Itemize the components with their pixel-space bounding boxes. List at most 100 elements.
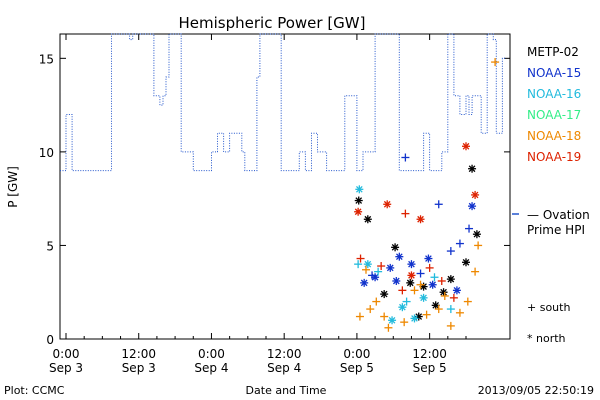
north-marker-key: * north (527, 332, 566, 345)
scatter-point-noaa-15 (428, 280, 437, 289)
scatter-point-noaa-19 (407, 271, 416, 280)
scatter-point-noaa-16 (374, 267, 383, 276)
scatter-point-noaa-19 (398, 286, 407, 295)
scatter-point-noaa-15 (401, 153, 410, 162)
y-tick-label: 15 (39, 52, 54, 66)
scatter-point-noaa-19 (425, 263, 434, 272)
scatter-point-noaa-19 (449, 293, 458, 302)
x-tick-day: Sep 3 (122, 361, 156, 375)
y-axis-label: P [GW] (6, 166, 20, 208)
south-marker-key: + south (527, 301, 570, 314)
scatter-point-noaa-18 (463, 297, 472, 306)
x-tick-day: Sep 5 (340, 361, 374, 375)
scatter-point-noaa-16 (402, 297, 411, 306)
scatter-point-noaa-16 (363, 260, 372, 269)
x-tick-day: Sep 5 (413, 361, 447, 375)
plot-timestamp: 2013/09/05 22:50:19 (478, 384, 594, 397)
plot-credit: Plot: CCMC (4, 384, 65, 397)
scatter-point-metp-02 (363, 215, 372, 224)
scatter-point-noaa-16 (355, 185, 364, 194)
scatter-point-noaa-18 (366, 305, 375, 314)
legend-item-noaa-16: NOAA-16 (527, 87, 581, 101)
scatter-point-metp-02 (446, 275, 455, 284)
x-tick-time: 0:00 (343, 347, 370, 361)
x-axis-label: Date and Time (246, 384, 327, 397)
scatter-point-noaa-16 (419, 293, 428, 302)
legend-item-metp-02: METP-02 (527, 45, 579, 59)
scatter-point-noaa-19 (383, 200, 392, 209)
scatter-point-noaa-15 (416, 269, 425, 278)
scatter-point-noaa-15 (468, 202, 477, 211)
y-tick-label: 0 (46, 333, 54, 347)
scatter-point-noaa-18 (416, 280, 425, 289)
scatter-point-noaa-18 (440, 291, 449, 300)
scatter-point-noaa-19 (354, 207, 363, 216)
ovation-label-line1: — Ovation (527, 208, 590, 222)
scatter-point-noaa-15 (434, 200, 443, 209)
scatter-point-noaa-19 (356, 254, 365, 263)
scatter-point-metp-02 (391, 243, 400, 252)
scatter-point-noaa-18 (446, 321, 455, 330)
scatter-point-noaa-16 (410, 314, 419, 323)
legend-item-noaa-19: NOAA-19 (527, 150, 581, 164)
scatter-point-noaa-16 (398, 303, 407, 312)
y-tick-label: 10 (39, 146, 54, 160)
scatter-point-noaa-15 (392, 276, 401, 285)
scatter-point-noaa-18 (410, 286, 419, 295)
scatter-point-noaa-19 (462, 142, 470, 151)
scatter-point-noaa-15 (407, 260, 416, 269)
scatter-point-metp-02 (472, 230, 481, 239)
scatter-point-noaa-18 (474, 241, 483, 250)
scatter-point-metp-02 (380, 290, 389, 299)
x-tick-day: Sep 3 (49, 361, 83, 375)
scatter-point-noaa-15 (452, 286, 461, 295)
scatter-point-noaa-19 (416, 215, 425, 224)
scatter-point-metp-02 (462, 258, 470, 267)
ovation-label-line2: Prime HPI (527, 223, 585, 237)
scatter-point-noaa-15 (386, 263, 395, 272)
x-tick-time: 12:00 (267, 347, 302, 361)
scatter-point-metp-02 (468, 164, 477, 173)
scatter-point-metp-02 (406, 278, 415, 287)
x-tick-day: Sep 4 (194, 361, 228, 375)
scatter-point-metp-02 (354, 196, 363, 205)
scatter-point-noaa-19 (471, 190, 480, 199)
scatter-point-noaa-19 (377, 262, 386, 271)
ovation-hpi-line (60, 33, 506, 172)
legend-item-noaa-17: NOAA-17 (527, 108, 581, 122)
x-tick-time: 0:00 (53, 347, 80, 361)
scatter-point-noaa-16 (354, 260, 363, 269)
scatter-point-noaa-18 (491, 58, 500, 67)
scatter-point-noaa-16 (446, 305, 455, 314)
scatter-point-noaa-18 (422, 310, 431, 319)
scatter-point-noaa-15 (424, 254, 433, 263)
x-tick-time: 12:00 (412, 347, 447, 361)
scatter-point-noaa-16 (430, 273, 439, 282)
scatter-point-noaa-18 (355, 312, 364, 321)
legend-item-noaa-15: NOAA-15 (527, 66, 581, 80)
legend-item-noaa-18: NOAA-18 (527, 129, 581, 143)
x-tick-day: Sep 4 (267, 361, 301, 375)
scatter-point-noaa-16 (388, 316, 397, 325)
x-tick-time: 12:00 (121, 347, 156, 361)
scatter-point-noaa-15 (360, 278, 369, 287)
x-tick-time: 0:00 (198, 347, 225, 361)
scatter-point-noaa-18 (471, 267, 480, 276)
scatter-point-noaa-18 (384, 323, 393, 332)
scatter-point-noaa-15 (395, 252, 404, 261)
scatter-point-noaa-18 (455, 308, 464, 317)
scatter-point-noaa-15 (455, 239, 464, 248)
y-tick-label: 5 (46, 239, 54, 253)
ovation-annotation: — Ovation Prime HPI (512, 208, 590, 237)
plot-frame (59, 33, 511, 340)
scatter-point-noaa-15 (368, 271, 377, 280)
scatter-point-noaa-18 (434, 305, 443, 314)
scatter-point-noaa-15 (446, 247, 455, 256)
chart-title: Hemispheric Power [GW] (179, 14, 366, 32)
scatter-point-noaa-19 (401, 209, 410, 218)
scatter-point-noaa-18 (362, 265, 370, 274)
scatter-point-metp-02 (439, 288, 448, 297)
scatter-point-noaa-18 (380, 312, 389, 321)
scatter-point-noaa-15 (465, 224, 474, 233)
